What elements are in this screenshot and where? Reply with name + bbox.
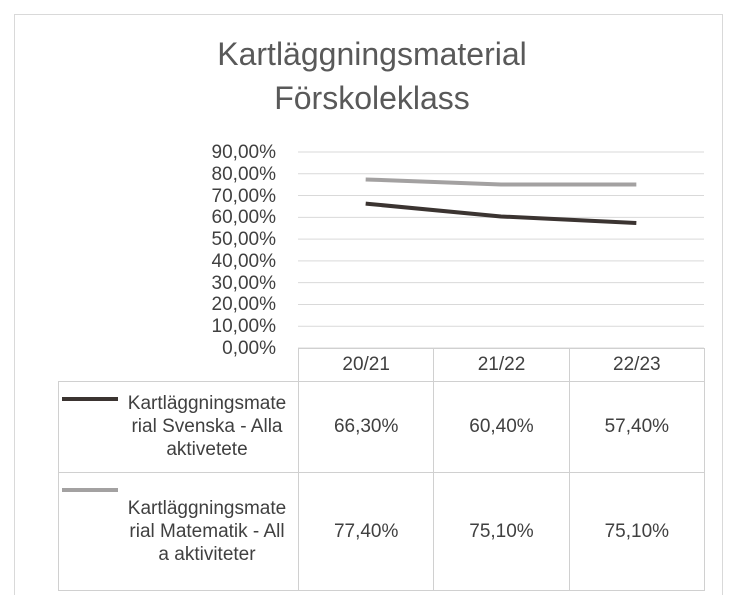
data-label: 75,10% bbox=[433, 472, 570, 591]
legend-label: Kartläggningsmaterial Matematik - Alla a… bbox=[127, 497, 287, 565]
y-tick-label: 40,00% bbox=[211, 250, 276, 272]
y-tick-label: 60,00% bbox=[211, 207, 276, 229]
series-line bbox=[365, 177, 637, 187]
y-tick-label: 90,00% bbox=[211, 142, 276, 163]
data-label: 60,40% bbox=[433, 381, 570, 473]
x-tick-label: 21/22 bbox=[433, 348, 570, 382]
y-tick-label: 80,00% bbox=[211, 163, 276, 185]
y-tick-label: 50,00% bbox=[211, 229, 276, 251]
y-tick-label: 0,00% bbox=[222, 338, 276, 359]
y-tick-label: 10,00% bbox=[211, 316, 276, 338]
series-line bbox=[365, 201, 637, 225]
x-tick-label: 22/23 bbox=[568, 348, 705, 382]
data-label: 57,40% bbox=[568, 381, 705, 473]
data-label: 77,40% bbox=[298, 472, 435, 591]
x-tick-label: 20/21 bbox=[298, 348, 435, 382]
data-label: 66,30% bbox=[298, 381, 435, 473]
legend-label: Kartläggningsmaterial Svenska - Alla akt… bbox=[127, 393, 287, 460]
chart-title: Kartläggningsmaterial Förskoleklass bbox=[217, 36, 527, 116]
chart-frame bbox=[14, 14, 723, 595]
y-tick-label: 30,00% bbox=[211, 272, 276, 294]
y-tick-label: 20,00% bbox=[211, 294, 276, 316]
y-tick-label: 70,00% bbox=[211, 185, 276, 207]
data-label: 75,10% bbox=[568, 472, 705, 591]
